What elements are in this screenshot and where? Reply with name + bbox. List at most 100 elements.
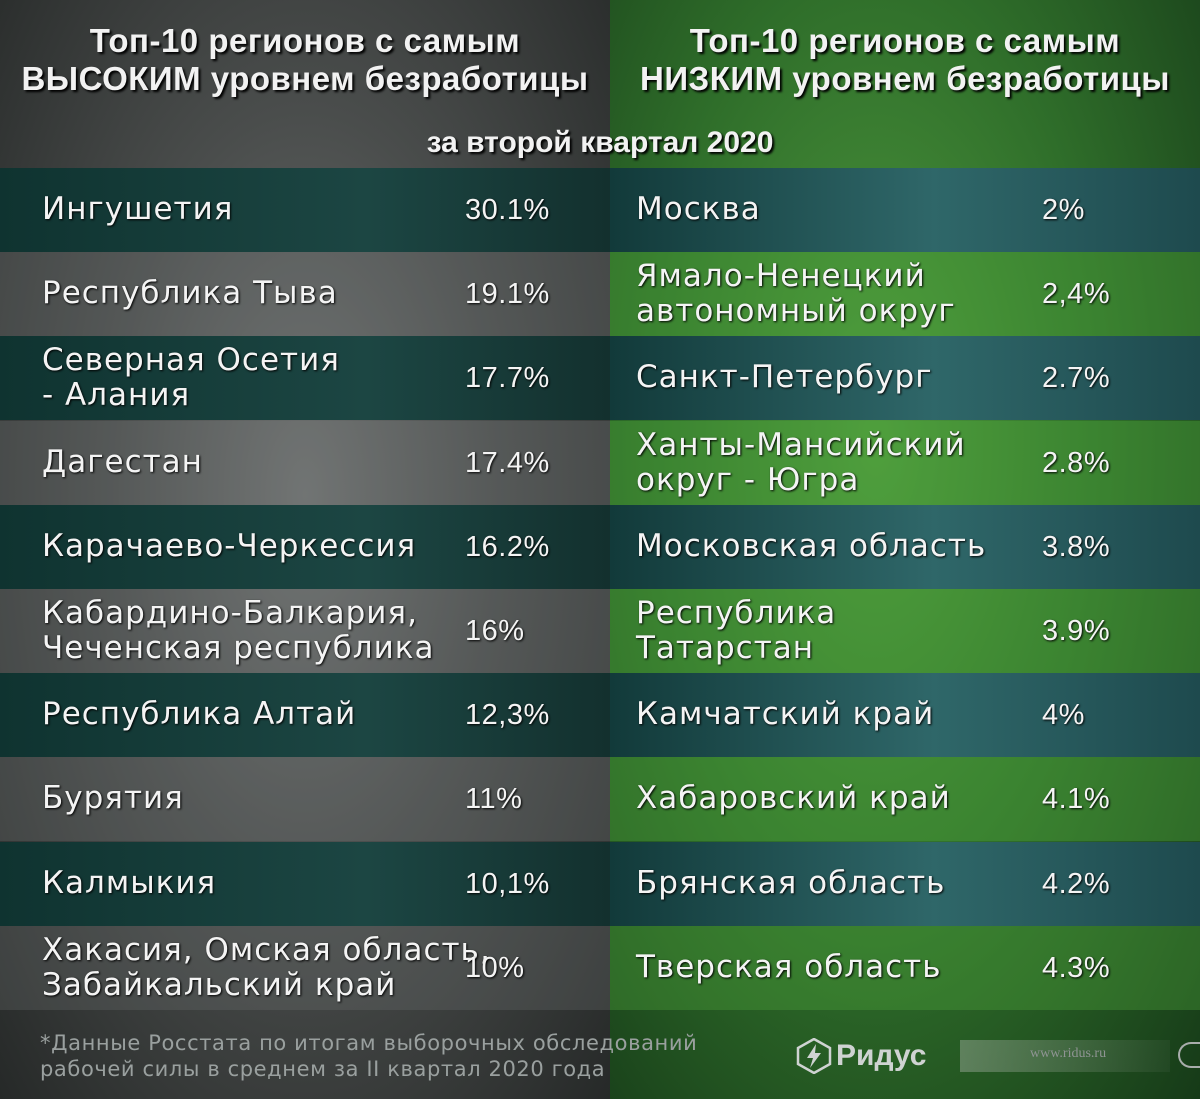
region-name: Ханты-Мансийский округ - Югра [636, 426, 966, 498]
unemployment-value: 11% [465, 783, 523, 816]
region-name-line2: Татарстан [636, 630, 815, 666]
logo-bar [960, 1040, 1170, 1072]
table-row: Ханты-Мансийский округ - Югра 2.8% [610, 420, 1200, 505]
region-name-line1: Дагестан [42, 443, 203, 480]
unemployment-value: 10,1% [465, 867, 550, 900]
table-row: Северная Осетия - Алания 17.7% [0, 336, 610, 421]
region-name-line1: Республика [636, 595, 837, 631]
footnote: *Данные Росстата по итогам выборочных об… [40, 1030, 800, 1082]
ridus-logo: Ридус [796, 1036, 926, 1076]
table-row: Бурятия 11% [0, 757, 610, 842]
table-row: Республика Тыва 19.1% [0, 252, 610, 337]
table-row: Карачаево-Черкессия 16.2% [0, 504, 610, 589]
table-row: Камчатский край 4% [610, 673, 1200, 758]
unemployment-value: 17.7% [465, 362, 550, 395]
region-name-line1: Хабаровский край [636, 780, 951, 817]
unemployment-value: 30.1% [465, 194, 550, 226]
region-name-line1: Хакасия, Омская область, [42, 931, 491, 968]
table-row: Санкт-Петербург 2.7% [610, 336, 1200, 421]
region-name: Хакасия, Омская область, Забайкальский кр… [42, 931, 491, 1003]
table-row: Калмыкия 10,1% [0, 841, 610, 926]
table-row: Москва 2% [610, 168, 1200, 252]
unemployment-value: 19.1% [465, 278, 550, 311]
unemployment-value: 4% [1042, 699, 1085, 732]
unemployment-value: 4.2% [1042, 867, 1111, 900]
globe-icon [1178, 1042, 1200, 1068]
region-name: Республика Тыва [42, 276, 338, 311]
region-name: Москва [636, 192, 761, 227]
region-name: Калмыкия [42, 864, 217, 901]
region-name: Ингушетия [42, 192, 233, 227]
unemployment-value: 16% [465, 615, 525, 647]
region-name: Республика Татарстан [636, 596, 836, 666]
table-row: Республика Татарстан 3.9% [610, 589, 1200, 673]
site-url: www.ridus.ru [1030, 1046, 1107, 1061]
unemployment-value: 16.2% [465, 530, 550, 563]
unemployment-value: 17.4% [465, 446, 550, 479]
unemployment-value: 2% [1042, 194, 1085, 226]
table-row: Московская область 3.8% [610, 504, 1200, 589]
unemployment-value: 3.8% [1042, 530, 1111, 563]
region-name: Московская область [636, 528, 986, 564]
region-name-line1: Камчатский край [636, 696, 935, 733]
unemployment-value: 10% [465, 951, 525, 984]
region-name: Камчатский край [636, 697, 934, 732]
region-name-line1: Ямало-Ненецкий [636, 258, 926, 295]
table-row: Хакасия, Омская область, Забайкальский кр… [0, 925, 610, 1010]
table-row: Республика Алтай 12,3% [0, 673, 610, 758]
region-name: Северная Осетия - Алания [42, 343, 340, 413]
region-name: Кабардино-Балкария, Чеченская республика [42, 596, 434, 666]
region-name: Карачаево-Черкессия [42, 527, 417, 564]
unemployment-value: 2.8% [1042, 446, 1111, 479]
region-name: Санкт-Петербург [636, 360, 933, 395]
table-row: Кабардино-Балкария, Чеченская республика 1… [0, 589, 610, 673]
region-name-line2: округ - Югра [636, 461, 860, 498]
table-row: Ямало-Ненецкий автономный округ 2,4% [610, 252, 1200, 337]
region-name-line1: Тверская область [636, 948, 942, 985]
table-row: Брянская область 4.2% [610, 841, 1200, 926]
unemployment-value: 12,3% [465, 699, 550, 732]
region-name-line1: Калмыкия [42, 864, 217, 901]
region-name-line2: Забайкальский край [42, 966, 397, 1003]
region-name-line1: Республика Тыва [42, 275, 338, 312]
region-name: Тверская область [636, 948, 942, 985]
header-low-line2: НИЗКИМ уровнем безработицы [640, 60, 1170, 97]
region-name-line1: Северная Осетия [42, 342, 340, 379]
region-name-line1: Карачаево-Черкессия [42, 527, 417, 564]
header-high-line1: Топ-10 регионов с самым [89, 22, 521, 59]
unemployment-value: 2,4% [1042, 278, 1111, 311]
unemployment-value: 4.3% [1042, 951, 1111, 984]
region-name-line1: Санкт-Петербург [636, 359, 933, 396]
region-name: Дагестан [42, 443, 203, 480]
region-name: Ямало-Ненецкий автономный округ [636, 259, 956, 329]
header-low-line1: Топ-10 регионов с самым [689, 22, 1121, 59]
header-high: Топ-10 регионов с самым ВЫСОКИМ уровнем … [0, 22, 610, 102]
subtitle: за второй квартал 2020 [426, 126, 774, 159]
region-name: Республика Алтай [42, 697, 356, 732]
region-name-line1: Брянская область [636, 864, 946, 901]
header-high-line2: ВЫСОКИМ уровнем безработицы [21, 60, 589, 97]
region-name-line2: Чеченская республика [42, 630, 435, 666]
logo-text: Ридус [836, 1039, 927, 1072]
region-name-line2: автономный округ [636, 293, 956, 330]
unemployment-value: 2.7% [1042, 362, 1111, 395]
table-row: Хабаровский край 4.1% [610, 757, 1200, 842]
region-name-line1: Кабардино-Балкария, [42, 595, 418, 631]
region-name: Бурятия [42, 781, 184, 816]
region-name-line1: Бурятия [42, 780, 184, 817]
region-name-line2: - Алания [42, 377, 191, 414]
region-name-line1: Москва [636, 191, 761, 227]
region-name-line1: Ханты-Мансийский [636, 426, 966, 463]
ridus-logo-icon [796, 1038, 832, 1074]
table-row: Ингушетия 30.1% [0, 168, 610, 252]
table-row: Дагестан 17.4% [0, 420, 610, 505]
region-name-line1: Республика Алтай [42, 696, 357, 733]
unemployment-value: 3.9% [1042, 615, 1111, 647]
footnote-line1: *Данные Росстата по итогам выборочных об… [40, 1031, 698, 1055]
table-row: Тверская область 4.3% [610, 925, 1200, 1010]
region-name-line1: Ингушетия [42, 191, 234, 227]
unemployment-value: 4.1% [1042, 783, 1111, 816]
region-name: Хабаровский край [636, 781, 951, 816]
footnote-line2: рабочей силы в среднем за II квартал 202… [40, 1057, 606, 1081]
header-low: Топ-10 регионов с самым НИЗКИМ уровнем б… [610, 22, 1200, 102]
